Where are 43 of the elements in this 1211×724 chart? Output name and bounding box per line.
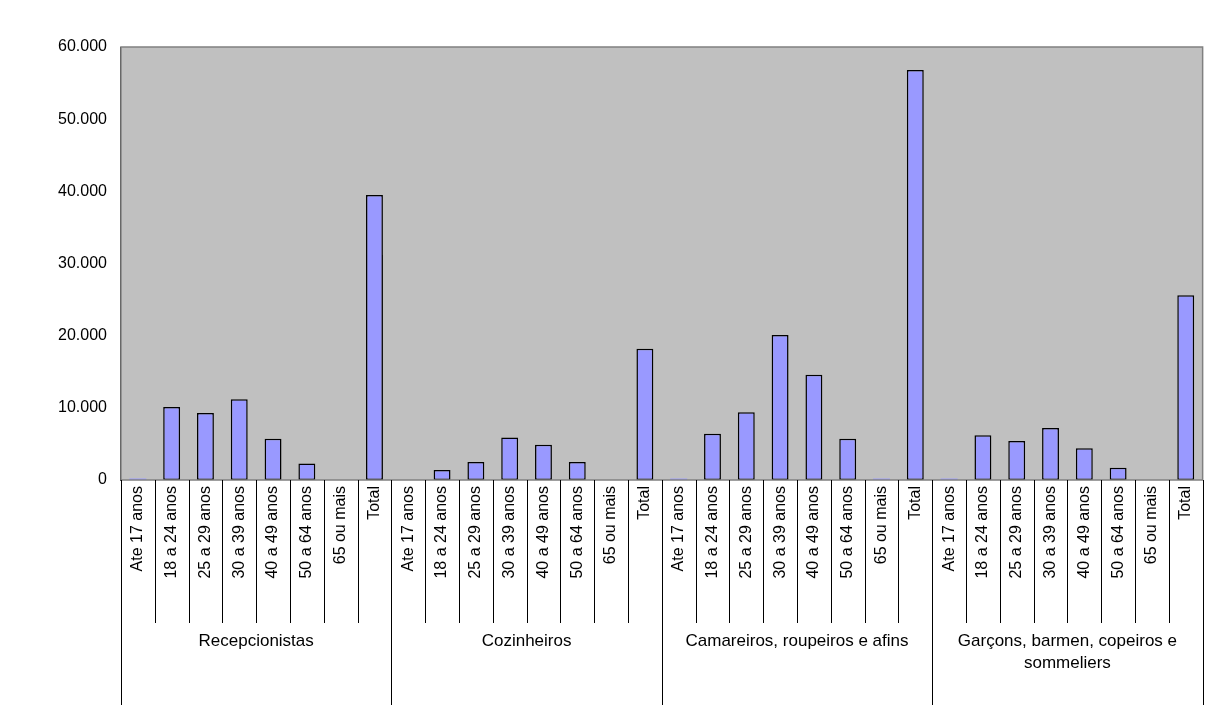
x-tick-label: 50 a 64 anos: [1108, 486, 1126, 579]
text: Camareiros, roupeiros e afins: [685, 631, 909, 651]
x-tick-label: 25 a 29 anos: [195, 486, 213, 579]
x-tick-label: Total: [1176, 486, 1194, 520]
y-tick-label: 0: [98, 470, 108, 488]
x-tick-label: Total: [905, 486, 923, 520]
x-tick-label: Ate 17 anos: [398, 486, 416, 572]
y-tick-label: 10.000: [58, 398, 108, 416]
x-tick-label: 65 ou mais: [601, 486, 619, 565]
x-tick-label: 25 a 29 anos: [466, 486, 484, 579]
x-tick-label: Total: [635, 486, 653, 520]
x-tick-label: 50 a 64 anos: [567, 486, 585, 579]
x-tick-label: Total: [364, 486, 382, 520]
x-tick-label: 30 a 39 anos: [500, 486, 518, 579]
text: Cozinheiros: [481, 631, 572, 651]
x-tick-label: 65 ou mais: [871, 486, 889, 565]
x-tick-label: Ate 17 anos: [669, 486, 687, 572]
x-tick-label: 40 a 49 anos: [263, 486, 281, 579]
x-tick-label: Ate 17 anos: [939, 486, 957, 572]
x-tick-label: 40 a 49 anos: [804, 486, 822, 579]
y-tick-label: 60.000: [58, 37, 108, 55]
x-tick-label: 18 a 24 anos: [702, 486, 720, 579]
x-tick-label: 18 a 24 anos: [432, 486, 450, 579]
x-tick-label: Ate 17 anos: [128, 486, 146, 572]
text: Garçons, barmen, copeiros e sommeliers: [957, 631, 1178, 673]
x-tick-label: 50 a 64 anos: [838, 486, 856, 579]
y-tick-label: 30.000: [58, 253, 108, 271]
y-tick-label: 50.000: [58, 109, 108, 127]
x-tick-label: 25 a 29 anos: [1007, 486, 1025, 579]
x-tick-label: 65 ou mais: [331, 486, 349, 565]
x-tick-label: 40 a 49 anos: [1074, 486, 1092, 579]
text: Recepcionistas: [198, 631, 314, 651]
x-tick-label: 50 a 64 anos: [297, 486, 315, 579]
x-tick-label: 65 ou mais: [1142, 486, 1160, 565]
x-tick-label: 30 a 39 anos: [770, 486, 788, 579]
x-tick-label: 18 a 24 anos: [162, 486, 180, 579]
y-tick-label: 40.000: [58, 181, 108, 199]
y-tick-label: 20.000: [58, 326, 108, 344]
x-tick-label: 18 a 24 anos: [973, 486, 991, 579]
x-tick-label: 30 a 39 anos: [1040, 486, 1058, 579]
x-tick-label: 40 a 49 anos: [533, 486, 551, 579]
x-tick-label: 25 a 29 anos: [736, 486, 754, 579]
x-tick-label: 30 a 39 anos: [229, 486, 247, 579]
